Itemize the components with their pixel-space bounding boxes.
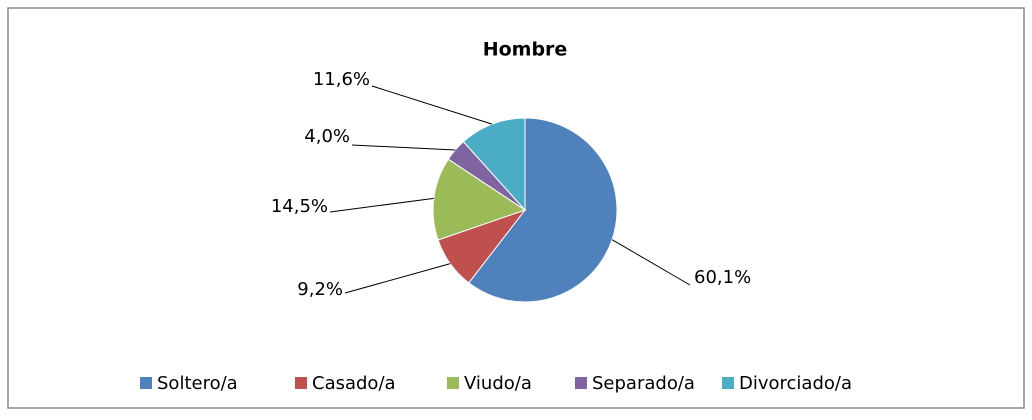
legend-label: Separado/a (592, 373, 695, 394)
leader-line (329, 197, 434, 213)
legend-swatch (140, 377, 152, 389)
pie-slice (462, 117, 526, 212)
leader-line (371, 85, 493, 125)
legend-swatch (447, 377, 459, 389)
legend-label: Soltero/a (157, 373, 238, 394)
leader-line (611, 239, 691, 286)
data-label: 60,1% (694, 267, 751, 288)
data-label: 11,6% (313, 69, 370, 90)
data-label: 9,2% (297, 279, 343, 300)
pie-slice (432, 158, 527, 241)
data-label: 4,0% (304, 126, 350, 147)
legend-swatch (295, 377, 307, 389)
leader-line (351, 144, 456, 151)
legend-swatch (575, 377, 587, 389)
chart-title: Hombre (483, 39, 568, 61)
data-label: 14,5% (271, 196, 328, 217)
leader-line (344, 263, 451, 294)
legend-label: Divorciado/a (739, 373, 852, 394)
legend-swatch (722, 377, 734, 389)
legend-label: Viudo/a (464, 373, 532, 394)
legend-label: Casado/a (312, 373, 396, 394)
